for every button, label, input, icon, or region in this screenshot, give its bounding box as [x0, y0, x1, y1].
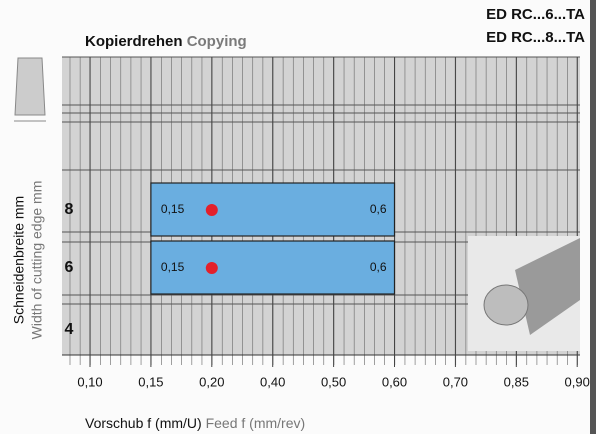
- x-tick-label: 0,90: [565, 374, 590, 389]
- subtitle: Copying: [187, 33, 247, 50]
- header-1: ED RC...6...TA: [486, 6, 585, 23]
- end-label: 0,6: [370, 202, 387, 216]
- insert-shape: [15, 58, 45, 115]
- header-2: ED RC...8...TA: [486, 29, 585, 46]
- title-line: Kopierdrehen Copying: [85, 33, 247, 50]
- x-label-line: Vorschub f (mm/U) Feed f (mm/rev): [85, 415, 305, 431]
- title: Kopierdrehen: [85, 33, 183, 50]
- product-photo: [468, 236, 580, 351]
- y-tick-label: 8: [65, 201, 74, 218]
- x-tick-label: 0,50: [321, 374, 346, 389]
- recommended-point: [206, 204, 218, 216]
- edge: [590, 0, 596, 434]
- y-label-en: Width of cutting edge mm: [29, 181, 45, 340]
- chart: ED RC...6...TA ED RC...8...TA Kopierdreh…: [0, 0, 596, 434]
- x-tick-label: 0,15: [138, 374, 163, 389]
- photo-insert: [484, 285, 528, 325]
- recommended-point: [206, 262, 218, 274]
- tool-icon: [14, 58, 46, 121]
- x-tick-label: 0,60: [382, 374, 407, 389]
- x-tick-label: 0,20: [199, 374, 224, 389]
- y-tick-label: 6: [65, 259, 74, 276]
- x-label-en: Feed f (mm/rev): [206, 415, 306, 431]
- y-tick-label: 4: [65, 321, 74, 338]
- range-bar: [151, 241, 395, 294]
- x-tick-label: 0,40: [260, 374, 285, 389]
- x-label: Vorschub f (mm/U): [85, 415, 202, 431]
- page: ED RC...6...TA ED RC...8...TA Kopierdreh…: [0, 0, 596, 434]
- start-label: 0,15: [161, 202, 185, 216]
- x-tick-label: 0,70: [443, 374, 468, 389]
- x-tick-label: 0,85: [504, 374, 529, 389]
- range-bar: [151, 183, 395, 236]
- y-label: Schneidenbreite mm: [11, 196, 27, 324]
- start-label: 0,15: [161, 260, 185, 274]
- end-label: 0,6: [370, 260, 387, 274]
- x-tick-label: 0,10: [77, 374, 102, 389]
